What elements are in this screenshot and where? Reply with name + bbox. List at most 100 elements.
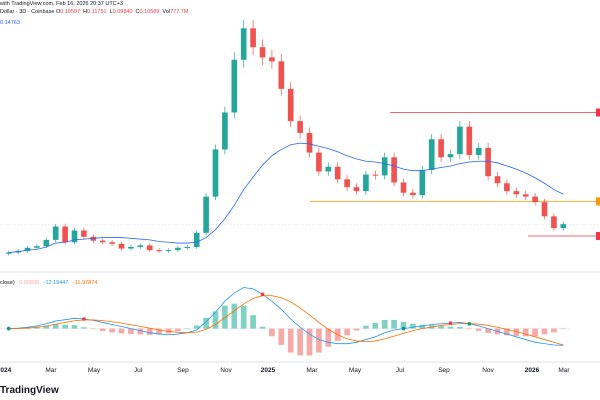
candle-body (203, 196, 209, 233)
x-axis-tick: 2026 (525, 367, 540, 374)
tradingview-logo: TradingView (0, 385, 59, 396)
signal-line-value: -11.97874 (72, 280, 98, 286)
macd-histogram-bar (316, 328, 322, 353)
x-axis-tick: 2024 (0, 367, 12, 374)
x-axis-tick: Jul (396, 367, 405, 374)
macd-histogram-bar (344, 328, 350, 336)
resistance-marker (596, 108, 600, 117)
macd-histogram-bar (146, 328, 153, 335)
candle-body (541, 202, 548, 217)
crossover-down-dot (82, 317, 86, 321)
macd-histogram-bar (325, 328, 332, 347)
macd-histogram-bar (34, 326, 40, 329)
macd-histogram-bar (504, 328, 510, 336)
macd-histogram-bar (175, 328, 181, 332)
candle-body (560, 224, 567, 229)
candle-body (99, 240, 106, 243)
macd-histogram-bar (353, 328, 360, 331)
candle-body (24, 247, 31, 251)
macd-histogram-bar (137, 328, 144, 335)
candle-body (353, 187, 360, 192)
ohlc-item: C0.10589 (135, 9, 160, 15)
candle-body (165, 250, 172, 252)
candle-body (81, 230, 87, 237)
ohlc-item: O0.10597 (55, 9, 81, 15)
macd-histogram-bar (551, 328, 557, 333)
macd-histogram-bar (372, 322, 379, 329)
candle-body (306, 132, 313, 153)
macd-histogram-bar (62, 324, 68, 329)
candle-body (5, 252, 12, 254)
candle-body (184, 246, 191, 248)
candle-body (391, 157, 397, 183)
candle-body (240, 28, 247, 60)
ohlc-values: O0.10597 H0.11751 L0.09840 C0.10589 Vol777.7… (56, 9, 191, 15)
candle-body (231, 59, 238, 113)
macd-line (8, 287, 564, 346)
candle-body (410, 192, 416, 196)
macd-histogram-bar (118, 328, 125, 334)
macd-histogram-bar (71, 325, 78, 329)
macd-histogram-bar (81, 327, 87, 329)
macd-histogram-bar (193, 325, 200, 329)
candle-body (128, 246, 134, 249)
macd-histogram-bar (287, 328, 294, 353)
candle-body (381, 157, 388, 176)
macd-histogram-bar (203, 317, 209, 329)
macd-histogram-bar (52, 324, 59, 329)
symbol-label: Dollar · 3D · Coinbase (0, 9, 55, 15)
macd-histogram-bar (231, 303, 238, 329)
candle-body (494, 176, 501, 184)
candle-body (504, 183, 510, 192)
candle-body (193, 232, 200, 247)
ohlc-item: Vol777.7M (162, 9, 189, 15)
symbol-ohlc-row: Dollar · 3D · Coinbase O0.10597 H0.11751 L… (0, 9, 191, 16)
x-axis-tick: Mar (45, 367, 57, 374)
ohlc-item: L0.09840 (109, 9, 133, 15)
candle-body (146, 245, 153, 251)
macd-histogram-bar (128, 328, 134, 334)
macd-histogram-bar (410, 323, 416, 329)
macd-histogram-bar (156, 328, 162, 335)
ohlc-item: H0.11751 (83, 9, 107, 15)
x-axis-tick: Sep (177, 367, 189, 374)
macd-histogram-bar (297, 328, 303, 356)
macd-histogram-bar (522, 328, 529, 337)
x-axis-tick: Mar (558, 367, 570, 374)
x-axis-tick: May (88, 367, 101, 374)
low-marker (596, 231, 600, 240)
candle-body (334, 166, 341, 180)
x-axis-tick: Nov (220, 367, 232, 374)
crossover-up-dot (401, 326, 406, 331)
macd-histogram-bar (400, 321, 407, 329)
macd-histogram-bar (513, 328, 520, 336)
macd-histogram-bar (99, 328, 106, 332)
macd-histogram-bar (259, 326, 266, 329)
candle-body (71, 230, 78, 243)
candle-body (475, 147, 482, 155)
candle-body (400, 182, 407, 193)
candle-body (485, 147, 491, 177)
macd-histogram-bar (532, 328, 538, 337)
macd-histogram-bar (43, 325, 50, 329)
macd-histogram-bar (250, 315, 256, 329)
crossover-up-dot (467, 321, 472, 326)
publish-info: with TradingView.com, Feb 16, 2026 20:37… (0, 1, 123, 7)
macd-histogram-bar (485, 328, 491, 334)
candle-body (34, 246, 40, 248)
crossover-down-dot (260, 292, 265, 297)
candle-body (269, 57, 275, 62)
crossover-down-dot (448, 321, 453, 325)
macd-histogram-bar (90, 328, 97, 330)
candle-body (156, 250, 162, 252)
macd-legend-label: close) (0, 280, 15, 286)
macd-histogram-bar (560, 328, 567, 330)
candle-body (532, 196, 538, 203)
macd-histogram-bar (306, 328, 313, 356)
ma-line (8, 142, 564, 253)
x-axis-tick: 2025 (261, 367, 276, 374)
candle-body (259, 47, 266, 58)
candle-body (344, 179, 350, 188)
candle-body (438, 139, 444, 158)
